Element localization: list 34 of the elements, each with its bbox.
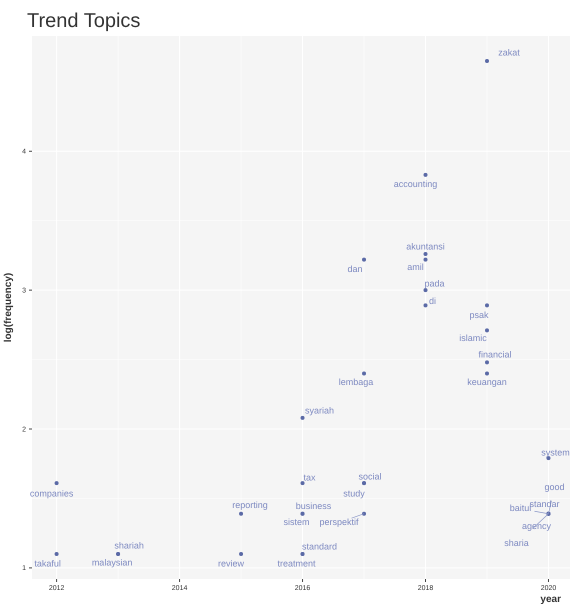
annotation: pada — [424, 278, 445, 289]
annotation: accounting — [394, 179, 438, 190]
annotation: reporting — [232, 500, 268, 510]
annotation: social — [358, 472, 382, 482]
annotation: business — [296, 501, 332, 512]
x-axis-title: year — [540, 594, 562, 604]
annotation: keuangan — [467, 376, 507, 387]
annotation: tax — [304, 472, 316, 483]
annotation: syariah — [305, 405, 334, 416]
annotation: lembaga — [338, 376, 374, 387]
annotation: treatment — [278, 558, 316, 568]
annotation: shariah — [114, 540, 144, 550]
annotation: sharia — [504, 538, 529, 548]
chart-title: Trend Topics — [27, 10, 140, 32]
annotation: dan — [348, 264, 363, 274]
annotation: baitul — [510, 503, 532, 514]
annotation: companies — [30, 488, 74, 499]
annotation: good — [544, 482, 564, 492]
annotation: system — [541, 448, 570, 458]
annotation: di — [429, 296, 436, 306]
annotation: standard — [302, 541, 338, 552]
annotation: malaysian — [92, 557, 132, 568]
annotation: financial — [478, 350, 512, 360]
annotation: takaful — [34, 558, 61, 568]
annotation: study — [343, 488, 366, 499]
annotation: sistem — [284, 517, 310, 528]
annotation: psak — [469, 310, 489, 320]
y-axis-title: log(frequency) — [3, 272, 14, 342]
annotation: review — [218, 558, 245, 568]
annotation: akuntansi — [406, 241, 445, 252]
annotation: amil — [407, 262, 424, 272]
annotation: islamic — [459, 332, 488, 343]
annotation: perspektif — [320, 517, 360, 528]
annotation: zakat — [498, 47, 520, 58]
